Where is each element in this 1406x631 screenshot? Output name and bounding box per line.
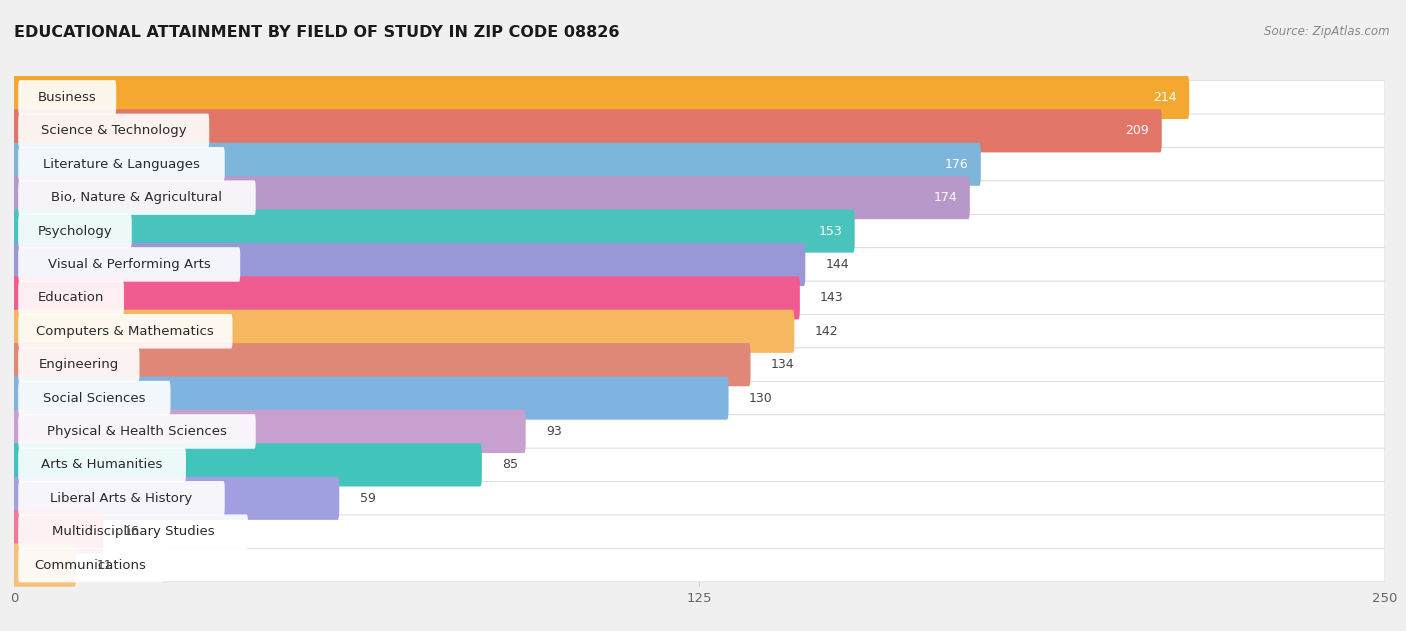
Text: Education: Education — [38, 292, 104, 304]
FancyBboxPatch shape — [18, 214, 132, 249]
FancyBboxPatch shape — [18, 147, 225, 182]
FancyBboxPatch shape — [18, 481, 225, 516]
FancyBboxPatch shape — [13, 209, 855, 252]
FancyBboxPatch shape — [14, 215, 1385, 248]
FancyBboxPatch shape — [13, 276, 800, 319]
FancyBboxPatch shape — [18, 247, 240, 281]
FancyBboxPatch shape — [13, 176, 970, 219]
FancyBboxPatch shape — [13, 444, 482, 487]
Text: Multidisciplinary Studies: Multidisciplinary Studies — [52, 525, 214, 538]
Text: Social Sciences: Social Sciences — [44, 392, 146, 404]
Text: 153: 153 — [818, 225, 842, 237]
FancyBboxPatch shape — [18, 80, 117, 115]
Text: 59: 59 — [360, 492, 375, 505]
FancyBboxPatch shape — [18, 314, 232, 348]
Text: 214: 214 — [1153, 91, 1177, 104]
FancyBboxPatch shape — [14, 515, 1385, 548]
FancyBboxPatch shape — [13, 510, 104, 553]
FancyBboxPatch shape — [13, 109, 1161, 153]
FancyBboxPatch shape — [13, 76, 1189, 119]
FancyBboxPatch shape — [18, 180, 256, 215]
FancyBboxPatch shape — [14, 548, 1385, 582]
FancyBboxPatch shape — [18, 281, 124, 315]
Text: 209: 209 — [1125, 124, 1149, 138]
Text: Bio, Nature & Agricultural: Bio, Nature & Agricultural — [52, 191, 222, 204]
FancyBboxPatch shape — [18, 414, 256, 449]
FancyBboxPatch shape — [14, 148, 1385, 181]
Text: 85: 85 — [502, 458, 517, 471]
FancyBboxPatch shape — [14, 81, 1385, 114]
FancyBboxPatch shape — [13, 310, 794, 353]
FancyBboxPatch shape — [14, 381, 1385, 415]
FancyBboxPatch shape — [18, 548, 163, 582]
Text: Psychology: Psychology — [38, 225, 112, 237]
Text: Science & Technology: Science & Technology — [41, 124, 187, 138]
Text: Computers & Mathematics: Computers & Mathematics — [37, 325, 214, 338]
FancyBboxPatch shape — [18, 381, 170, 415]
Text: 144: 144 — [825, 258, 849, 271]
FancyBboxPatch shape — [14, 348, 1385, 381]
FancyBboxPatch shape — [14, 281, 1385, 315]
Text: 174: 174 — [934, 191, 957, 204]
Text: 130: 130 — [749, 392, 772, 404]
FancyBboxPatch shape — [14, 481, 1385, 515]
FancyBboxPatch shape — [13, 410, 526, 453]
FancyBboxPatch shape — [18, 114, 209, 148]
Text: Business: Business — [38, 91, 97, 104]
Text: Physical & Health Sciences: Physical & Health Sciences — [46, 425, 226, 438]
Text: 11: 11 — [96, 558, 112, 572]
FancyBboxPatch shape — [13, 377, 728, 420]
Text: 142: 142 — [814, 325, 838, 338]
Text: Visual & Performing Arts: Visual & Performing Arts — [48, 258, 211, 271]
FancyBboxPatch shape — [18, 447, 186, 482]
FancyBboxPatch shape — [18, 514, 247, 549]
FancyBboxPatch shape — [14, 248, 1385, 281]
FancyBboxPatch shape — [14, 448, 1385, 481]
FancyBboxPatch shape — [13, 543, 76, 587]
Text: Liberal Arts & History: Liberal Arts & History — [51, 492, 193, 505]
FancyBboxPatch shape — [13, 143, 981, 186]
FancyBboxPatch shape — [13, 477, 339, 520]
FancyBboxPatch shape — [14, 114, 1385, 148]
Text: Communications: Communications — [35, 558, 146, 572]
Text: Source: ZipAtlas.com: Source: ZipAtlas.com — [1264, 25, 1389, 38]
FancyBboxPatch shape — [14, 315, 1385, 348]
Text: 93: 93 — [546, 425, 562, 438]
Text: Engineering: Engineering — [39, 358, 120, 371]
Text: 143: 143 — [820, 292, 844, 304]
FancyBboxPatch shape — [14, 181, 1385, 215]
Text: 16: 16 — [124, 525, 139, 538]
Text: 134: 134 — [770, 358, 794, 371]
Text: Arts & Humanities: Arts & Humanities — [41, 458, 163, 471]
FancyBboxPatch shape — [18, 348, 139, 382]
Text: Literature & Languages: Literature & Languages — [44, 158, 200, 171]
Text: 176: 176 — [945, 158, 969, 171]
FancyBboxPatch shape — [13, 343, 751, 386]
FancyBboxPatch shape — [13, 243, 806, 286]
FancyBboxPatch shape — [14, 415, 1385, 448]
Text: EDUCATIONAL ATTAINMENT BY FIELD OF STUDY IN ZIP CODE 08826: EDUCATIONAL ATTAINMENT BY FIELD OF STUDY… — [14, 25, 620, 40]
